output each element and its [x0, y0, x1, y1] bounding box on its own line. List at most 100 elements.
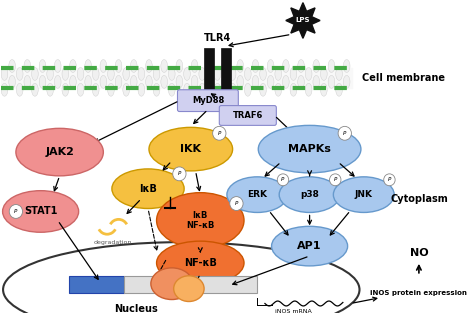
- Text: p38: p38: [300, 190, 319, 199]
- Ellipse shape: [130, 76, 137, 88]
- Ellipse shape: [305, 68, 312, 80]
- Ellipse shape: [199, 68, 206, 80]
- Ellipse shape: [207, 60, 213, 72]
- Ellipse shape: [183, 68, 191, 80]
- Ellipse shape: [70, 60, 76, 72]
- Ellipse shape: [313, 76, 319, 88]
- Text: IκB
NF-κB: IκB NF-κB: [186, 211, 214, 230]
- Ellipse shape: [272, 226, 347, 266]
- FancyBboxPatch shape: [219, 106, 276, 125]
- Ellipse shape: [252, 76, 259, 88]
- FancyBboxPatch shape: [177, 90, 238, 112]
- Ellipse shape: [77, 68, 84, 80]
- Ellipse shape: [199, 83, 206, 96]
- Ellipse shape: [32, 83, 38, 96]
- Text: degradation: degradation: [94, 240, 132, 245]
- Polygon shape: [286, 3, 320, 38]
- Ellipse shape: [222, 76, 228, 88]
- Text: P: P: [218, 131, 221, 136]
- Ellipse shape: [156, 193, 244, 248]
- Text: TLR4: TLR4: [204, 33, 231, 43]
- Circle shape: [329, 174, 341, 186]
- Text: P: P: [388, 177, 391, 182]
- Circle shape: [338, 126, 351, 140]
- Ellipse shape: [237, 76, 244, 88]
- Ellipse shape: [260, 68, 266, 80]
- Ellipse shape: [32, 68, 38, 80]
- Ellipse shape: [108, 68, 114, 80]
- Text: P: P: [334, 177, 337, 182]
- Ellipse shape: [275, 68, 282, 80]
- Text: P: P: [281, 177, 285, 182]
- Ellipse shape: [138, 83, 145, 96]
- Ellipse shape: [229, 68, 236, 80]
- Text: ERK: ERK: [247, 190, 267, 199]
- Text: MyD88: MyD88: [192, 96, 224, 105]
- Ellipse shape: [9, 60, 16, 72]
- Ellipse shape: [3, 242, 359, 316]
- Ellipse shape: [39, 60, 46, 72]
- Ellipse shape: [153, 68, 160, 80]
- Ellipse shape: [70, 76, 76, 88]
- Circle shape: [213, 126, 226, 140]
- Text: Cell membrane: Cell membrane: [362, 73, 445, 83]
- Ellipse shape: [283, 60, 289, 72]
- Ellipse shape: [149, 127, 233, 171]
- Ellipse shape: [55, 76, 61, 88]
- Text: NF-κB: NF-κB: [184, 258, 217, 268]
- Ellipse shape: [24, 76, 31, 88]
- Text: P: P: [178, 171, 181, 176]
- Ellipse shape: [320, 83, 327, 96]
- Ellipse shape: [17, 68, 23, 80]
- Ellipse shape: [146, 76, 152, 88]
- Ellipse shape: [92, 68, 99, 80]
- Ellipse shape: [62, 68, 69, 80]
- Ellipse shape: [214, 83, 221, 96]
- Ellipse shape: [237, 60, 244, 72]
- Ellipse shape: [47, 83, 54, 96]
- Text: IKK: IKK: [180, 144, 201, 154]
- Ellipse shape: [183, 83, 191, 96]
- Text: STAT1: STAT1: [24, 206, 57, 216]
- Ellipse shape: [176, 76, 182, 88]
- Ellipse shape: [207, 76, 213, 88]
- Ellipse shape: [279, 177, 340, 212]
- Ellipse shape: [161, 76, 167, 88]
- Ellipse shape: [222, 60, 228, 72]
- Text: JAK2: JAK2: [45, 147, 74, 157]
- Ellipse shape: [313, 60, 319, 72]
- Ellipse shape: [1, 68, 8, 80]
- Ellipse shape: [267, 60, 274, 72]
- Ellipse shape: [55, 60, 61, 72]
- Ellipse shape: [138, 68, 145, 80]
- Ellipse shape: [77, 83, 84, 96]
- Ellipse shape: [100, 60, 107, 72]
- Ellipse shape: [115, 76, 122, 88]
- Ellipse shape: [191, 76, 198, 88]
- Circle shape: [384, 174, 395, 186]
- Ellipse shape: [227, 177, 288, 212]
- Ellipse shape: [16, 128, 103, 176]
- Ellipse shape: [229, 83, 236, 96]
- Ellipse shape: [123, 68, 129, 80]
- Ellipse shape: [343, 60, 350, 72]
- Bar: [221, 48, 231, 98]
- Ellipse shape: [214, 68, 221, 80]
- Ellipse shape: [92, 83, 99, 96]
- Ellipse shape: [173, 276, 204, 301]
- Bar: [69, 276, 124, 293]
- Ellipse shape: [275, 83, 282, 96]
- Ellipse shape: [245, 83, 251, 96]
- Ellipse shape: [305, 83, 312, 96]
- Ellipse shape: [191, 60, 198, 72]
- Text: Cytoplasm: Cytoplasm: [390, 194, 448, 204]
- Ellipse shape: [85, 60, 91, 72]
- Ellipse shape: [108, 83, 114, 96]
- Ellipse shape: [252, 60, 259, 72]
- Ellipse shape: [1, 83, 8, 96]
- Text: IκB: IκB: [139, 184, 157, 194]
- Ellipse shape: [290, 68, 297, 80]
- Ellipse shape: [245, 68, 251, 80]
- Text: JNK: JNK: [355, 190, 373, 199]
- Ellipse shape: [328, 76, 335, 88]
